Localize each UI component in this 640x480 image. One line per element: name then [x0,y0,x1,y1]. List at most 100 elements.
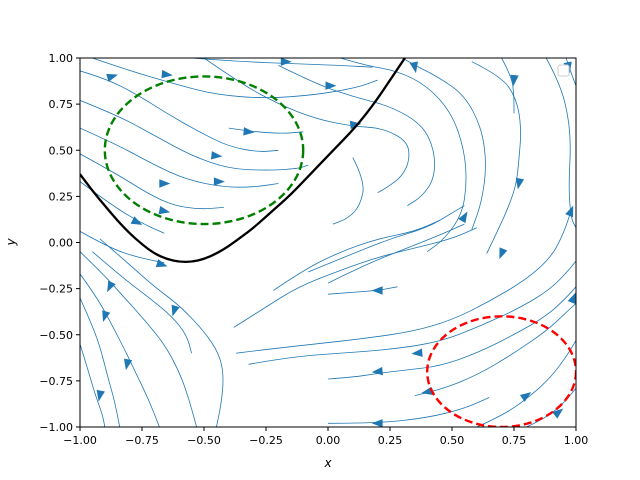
streamline [248,260,576,365]
stream-arrow-head [171,304,180,317]
y-ticks: 1.00 0.75 0.50 0.25 0.00 −0.25 −0.50 −0.75 −1.00 [39,52,80,434]
stream-arrow-head [499,247,508,260]
stream-arrow-head [552,408,564,419]
stream-arrow [130,216,143,225]
x-tick-label: −0.75 [125,434,159,447]
streamline [273,220,440,291]
stream-arrow [243,127,255,136]
x-axis-label: x [323,456,332,470]
stream-arrow-head [106,73,118,82]
streamline [99,238,224,427]
streamline [565,58,576,86]
stream-arrow-head [519,392,532,402]
stream-arrow-head [409,61,418,74]
streamline [92,251,192,354]
x-tick-label: −1.00 [63,434,97,447]
y-tick-label: −0.50 [39,329,73,342]
stream-arrow [510,74,519,87]
stream-arrow-head [458,211,468,224]
stream-arrow [325,81,337,90]
streamline [228,127,304,134]
stream-arrow [499,247,508,260]
plot-area [80,58,576,427]
streamline [80,100,309,171]
streamline [80,273,160,427]
black-curve-layer [80,58,406,264]
x-tick-label: 0.00 [316,434,341,447]
stream-arrow [96,389,105,402]
stream-arrow-head [161,69,173,79]
legend-box [557,64,570,77]
stream-arrow [371,286,383,295]
black-curve [80,58,406,264]
stream-arrow-head [159,179,171,188]
stream-arrow [552,408,564,419]
x-tick-label: 0.75 [502,434,527,447]
stream-arrow-head [325,81,337,90]
stream-arrow [371,419,383,427]
stream-arrow [171,304,180,317]
streamline [327,397,490,424]
stream-arrow [567,292,576,305]
streamline [501,58,515,114]
x-tick-label: 0.25 [378,434,403,447]
streamline [327,286,398,295]
streamline [233,227,477,328]
streamline [80,251,197,427]
streamline [471,61,521,254]
stream-arrow-head [96,389,105,402]
stream-arrow [371,366,383,376]
stream-arrow [409,61,418,74]
stream-arrow [106,73,118,82]
stream-arrow [280,58,292,66]
stream-arrow-head [158,206,171,215]
streamline [80,343,106,427]
stream-arrow [411,348,423,357]
x-tick-label: 0.50 [440,434,465,447]
stream-arrow-head [371,286,383,295]
streamline [80,297,121,427]
stream-arrow [213,177,225,186]
streamline [308,205,465,273]
streamline [203,58,410,194]
stream-arrow-head [510,74,519,87]
stream-arrow-head [155,259,168,268]
streamline [80,181,165,234]
stream-arrow [515,177,525,190]
y-tick-label: −1.00 [39,421,73,434]
stream-arrow-head [107,280,116,293]
streamline [278,65,436,206]
stream-arrow-head [243,127,255,136]
x-tick-label: 1.00 [564,434,589,447]
stream-arrow [565,205,574,218]
stream-arrow-head [280,58,292,66]
streamline [191,58,373,68]
stream-arrow-head [123,358,133,371]
stream-arrow-head [371,419,383,427]
streamline [236,210,572,354]
stream-arrow [159,179,171,188]
streamline [340,58,467,253]
stream-arrow-head [411,348,423,357]
streamline [80,153,224,210]
y-tick-label: 0.75 [49,98,74,111]
stream-arrow [123,358,133,371]
stream-arrow [161,69,173,79]
stream-arrow [107,280,116,293]
x-tick-label: −0.50 [187,434,221,447]
legend [557,64,570,77]
streamline [545,58,576,228]
y-tick-label: 0.50 [49,144,74,157]
y-axis-label: y [4,238,18,247]
y-tick-label: −0.75 [39,375,73,388]
stream-arrow [458,211,468,224]
y-tick-label: −0.25 [39,283,73,296]
streamlines [80,58,576,427]
stream-arrow-head [567,292,576,305]
y-tick-label: 0.00 [49,237,74,250]
x-tick-label: −0.25 [249,434,283,447]
stream-arrow-head [211,151,223,160]
stream-arrow [158,206,171,215]
green-dashed-circle [103,75,305,226]
